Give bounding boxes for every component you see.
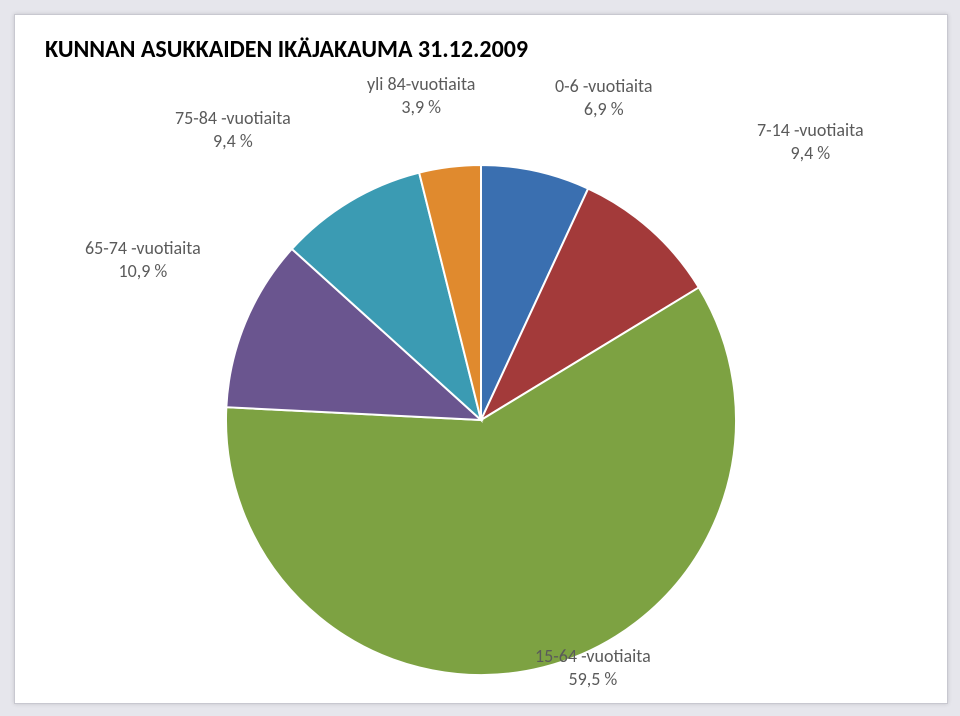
label-age-7-14: 7-14 -vuotiaita 9,4 %: [757, 119, 864, 164]
pie-chart: 0-6 -vuotiaita 6,9 % 7-14 -vuotiaita 9,4…: [15, 15, 947, 703]
label-age-65-74: 65-74 -vuotiaita 10,9 %: [85, 237, 201, 282]
label-age-0-6-line1: 0-6 -vuotiaita: [555, 75, 652, 97]
label-age-65-74-line2: 10,9 %: [118, 260, 167, 282]
label-age-15-64: 15-64 -vuotiaita 59,5 %: [535, 645, 651, 690]
label-age-65-74-line1: 65-74 -vuotiaita: [85, 237, 201, 259]
label-age-15-64-line2: 59,5 %: [568, 668, 617, 690]
label-age-85p-line2: 3,9 %: [401, 96, 441, 118]
label-age-75-84-line1: 75-84 -vuotiaita: [175, 107, 291, 129]
label-age-0-6: 0-6 -vuotiaita 6,9 %: [555, 75, 652, 120]
label-age-85p: yli 84-vuotiaita 3,9 %: [367, 73, 475, 118]
label-age-7-14-line2: 9,4 %: [790, 142, 830, 164]
chart-panel: KUNNAN ASUKKAIDEN IKÄJAKAUMA 31.12.2009 …: [14, 14, 948, 704]
label-age-85p-line1: yli 84-vuotiaita: [367, 73, 475, 95]
label-age-7-14-line1: 7-14 -vuotiaita: [757, 119, 864, 141]
label-age-75-84-line2: 9,4 %: [213, 130, 253, 152]
label-age-15-64-line1: 15-64 -vuotiaita: [535, 645, 651, 667]
label-age-75-84: 75-84 -vuotiaita 9,4 %: [175, 107, 291, 152]
label-age-0-6-line2: 6,9 %: [584, 98, 624, 120]
outer-frame: KUNNAN ASUKKAIDEN IKÄJAKAUMA 31.12.2009 …: [0, 0, 960, 716]
